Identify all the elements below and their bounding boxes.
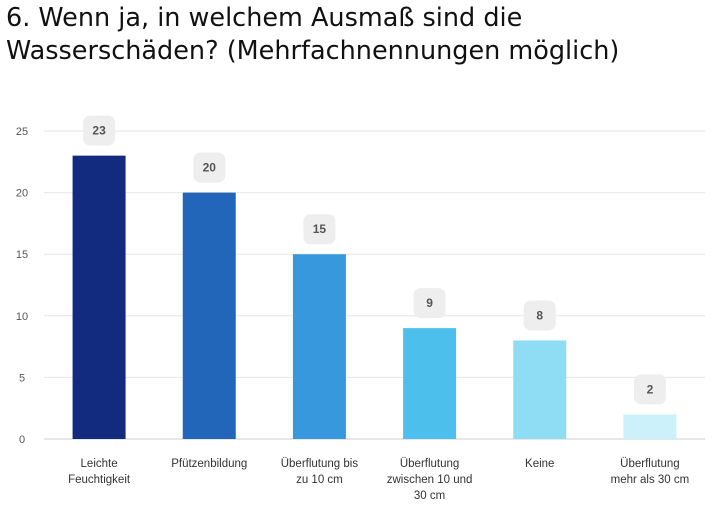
data-label: 9 [413, 288, 446, 319]
data-label-text: 23 [92, 124, 106, 138]
gridlines [44, 130, 705, 440]
bars [72, 155, 677, 439]
x-tick-label: mehr als 30 cm [611, 474, 690, 486]
y-tick-label: 5 [19, 372, 25, 384]
bar [623, 414, 677, 439]
bar [182, 192, 236, 439]
bar [403, 328, 457, 439]
data-label-bg [193, 152, 226, 183]
data-label-text: 9 [426, 296, 433, 310]
y-tick-label: 0 [19, 434, 25, 446]
x-tick-label: Überflutung bis [281, 458, 359, 470]
data-label-bg [523, 300, 556, 331]
data-labels: 23 20 15 9 8 2 [83, 115, 666, 405]
bar [292, 254, 346, 439]
data-label: 23 [83, 115, 116, 146]
data-label-bg [633, 374, 666, 405]
x-tick-label: 30 cm [414, 490, 445, 502]
y-tick-label: 10 [16, 311, 28, 323]
data-label: 8 [523, 300, 556, 331]
y-tick-label: 25 [16, 126, 28, 138]
data-label-bg [83, 115, 116, 146]
data-label: 20 [193, 152, 226, 183]
bar [72, 155, 126, 439]
data-label-bg [413, 288, 446, 319]
y-axis-ticks: 0 5 10 15 20 25 [16, 126, 28, 446]
x-tick-label: Keine [525, 458, 554, 470]
data-label: 15 [303, 214, 336, 245]
chart-title: 6. Wenn ja, in welchem Ausmaß sind die W… [6, 3, 620, 66]
data-label-text: 20 [203, 161, 217, 175]
x-tick-label: Leichte [81, 458, 118, 470]
data-label-bg [303, 214, 336, 245]
x-tick-label: Überflutung [400, 458, 459, 470]
x-tick-label: Feuchtigkeit [68, 474, 131, 486]
data-label: 2 [633, 374, 666, 405]
y-tick-label: 20 [16, 188, 28, 200]
y-tick-label: 15 [16, 249, 28, 261]
bar [513, 340, 567, 439]
x-tick-label: zwischen 10 und [387, 474, 473, 486]
data-label-text: 15 [313, 222, 327, 236]
x-axis-labels: Leichte Feuchtigkeit Pfützenbildung Überflu… [68, 458, 689, 502]
x-tick-label: Pfützenbildung [171, 458, 247, 470]
x-tick-label: zu 10 cm [296, 474, 343, 486]
x-tick-label: Überflutung [620, 458, 679, 470]
data-label-text: 2 [647, 382, 654, 396]
data-label-text: 8 [536, 308, 543, 322]
